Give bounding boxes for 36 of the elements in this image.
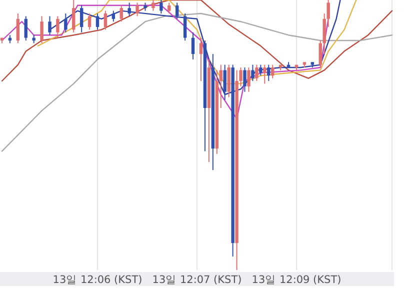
- candlestick: [160, 0, 163, 14]
- candlestick: [219, 64, 222, 108]
- candlestick: [271, 64, 274, 79]
- candlestick: [16, 13, 20, 44]
- candlestick: [48, 16, 52, 36]
- x-tick-label: 13일 12:07 (KST): [152, 274, 242, 286]
- x-tick-label: 13일 12:09 (KST): [252, 274, 342, 286]
- candlestick: [40, 16, 44, 44]
- candlestick: [183, 13, 187, 41]
- candlestick: [24, 16, 28, 41]
- candlestick: [255, 64, 258, 82]
- candlestick: [56, 16, 60, 38]
- candlestick: [168, 2, 171, 14]
- candlestick: [64, 13, 68, 33]
- candlestick: [120, 4, 123, 22]
- candlestick: [128, 2, 131, 17]
- candlestick: [251, 64, 254, 82]
- candlestick: [243, 67, 246, 92]
- candlestick: [136, 2, 139, 17]
- candlestick: [267, 64, 270, 82]
- candlestick: [96, 13, 100, 30]
- candlestick: [88, 13, 92, 30]
- candlestick: [223, 64, 226, 100]
- candlestick: [104, 10, 108, 30]
- candlestick: [199, 37, 203, 82]
- candlestick: [176, 2, 179, 20]
- candlestick: [152, 0, 155, 12]
- candlestick: [191, 32, 195, 60]
- candlestick: [318, 40, 322, 68]
- candlestick: [247, 67, 250, 92]
- candlestick: [263, 64, 266, 84]
- candlestick: [259, 64, 262, 76]
- candlestick: [80, 4, 84, 33]
- candlestick: [72, 0, 76, 33]
- candlestick: [112, 10, 116, 22]
- x-tick-label: 13일 12:06 (KST): [52, 274, 142, 286]
